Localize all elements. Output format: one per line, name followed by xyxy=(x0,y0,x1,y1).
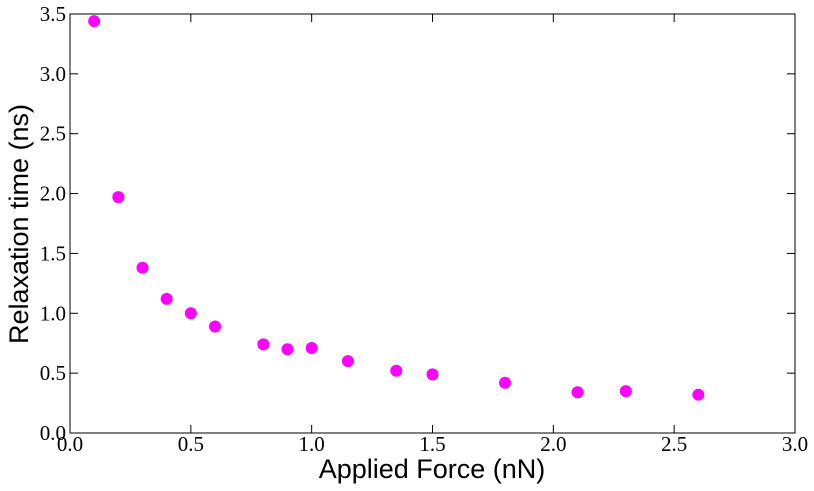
x-tick-label: 0.0 xyxy=(57,432,83,456)
y-tick-label: 2.0 xyxy=(40,182,66,206)
scatter-point xyxy=(390,364,403,377)
scatter-point xyxy=(209,320,221,333)
scatter-point xyxy=(692,388,705,401)
y-tick-label: 3.0 xyxy=(40,62,66,86)
scatter-point xyxy=(88,15,101,28)
scatter-point xyxy=(112,191,125,204)
scatter-point xyxy=(184,307,197,320)
y-tick-label: 0.0 xyxy=(40,421,66,445)
scatter-point xyxy=(619,385,632,398)
scatter-point xyxy=(499,376,511,389)
y-tick-label: 1.5 xyxy=(40,241,66,265)
x-tick-label: 2.5 xyxy=(661,432,687,456)
scatter-point xyxy=(136,261,149,274)
scatter-point xyxy=(426,368,439,381)
scatter-point xyxy=(281,343,294,356)
x-tick-label: 1.5 xyxy=(419,432,445,456)
y-axis-label: Relaxation time (ns) xyxy=(4,104,34,344)
x-axis-label: Applied Force (nN) xyxy=(319,454,546,484)
y-tick-label: 3.5 xyxy=(40,2,66,26)
x-tick-label: 0.5 xyxy=(178,432,204,456)
scatter-point xyxy=(341,355,354,368)
scatter-point xyxy=(257,338,270,351)
x-tick-label: 2.0 xyxy=(540,432,566,456)
scatter-point xyxy=(571,386,584,399)
scatter-point xyxy=(305,342,318,355)
scatter-point xyxy=(160,292,173,305)
y-tick-label: 2.5 xyxy=(40,122,66,146)
y-tick-label: 0.5 xyxy=(40,361,66,385)
y-tick-label: 1.0 xyxy=(40,301,66,325)
x-tick-label: 1.0 xyxy=(299,432,325,456)
x-tick-label: 3.0 xyxy=(782,432,808,456)
